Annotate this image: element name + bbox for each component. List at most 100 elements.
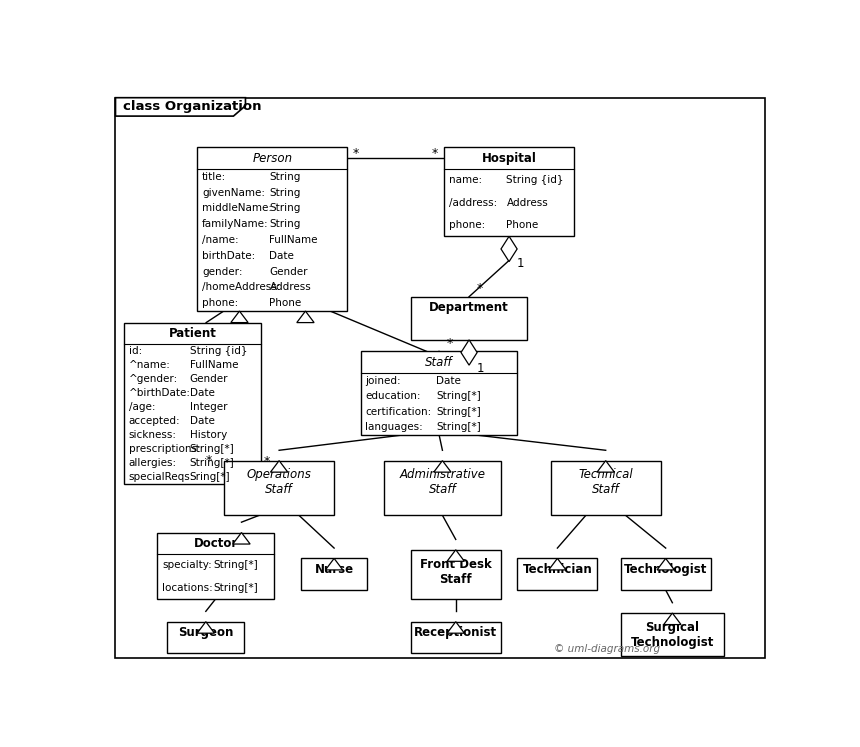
Text: ^birthDate:: ^birthDate: — [129, 388, 191, 398]
Text: Front Desk
Staff: Front Desk Staff — [420, 558, 492, 586]
Bar — [444, 147, 574, 236]
Text: allergies:: allergies: — [129, 458, 177, 468]
Text: Receptionist: Receptionist — [415, 626, 497, 639]
Text: Phone: Phone — [269, 298, 302, 309]
Text: ^name:: ^name: — [129, 360, 170, 371]
Text: String[*]: String[*] — [190, 444, 235, 454]
Bar — [168, 622, 244, 654]
Text: accepted:: accepted: — [129, 416, 181, 426]
Text: ^gender:: ^gender: — [129, 374, 178, 384]
Text: *: * — [353, 147, 359, 160]
Text: String[*]: String[*] — [436, 422, 481, 432]
Text: String[*]: String[*] — [213, 560, 258, 571]
Polygon shape — [197, 622, 214, 633]
Text: familyName:: familyName: — [202, 220, 269, 229]
Polygon shape — [115, 98, 245, 116]
Text: 1: 1 — [517, 258, 525, 270]
Text: /homeAddress:: /homeAddress: — [202, 282, 280, 292]
Text: Administrative
Staff: Administrative Staff — [399, 468, 485, 497]
Text: class Organization: class Organization — [124, 100, 262, 114]
Text: Staff: Staff — [426, 356, 453, 369]
Text: birthDate:: birthDate: — [202, 251, 255, 261]
Text: certification:: certification: — [366, 406, 432, 417]
Text: String[*]: String[*] — [436, 406, 481, 417]
Bar — [224, 461, 334, 515]
Text: String[*]: String[*] — [436, 391, 481, 401]
Bar — [157, 533, 274, 598]
Polygon shape — [433, 461, 452, 472]
Polygon shape — [230, 311, 249, 323]
Text: locations:: locations: — [163, 583, 213, 592]
Text: String {id}: String {id} — [507, 176, 564, 185]
Text: Integer: Integer — [190, 402, 227, 412]
Text: gender:: gender: — [202, 267, 243, 276]
Text: education:: education: — [366, 391, 421, 401]
Text: Technologist: Technologist — [624, 562, 708, 576]
Polygon shape — [657, 559, 674, 570]
Text: title:: title: — [202, 172, 226, 182]
Text: Doctor: Doctor — [194, 537, 238, 550]
Text: Phone: Phone — [507, 220, 538, 230]
Bar — [301, 559, 367, 590]
Text: givenName:: givenName: — [202, 187, 265, 198]
Text: Hospital: Hospital — [482, 152, 537, 164]
Bar — [411, 622, 501, 654]
Text: FullName: FullName — [190, 360, 238, 371]
Text: Sring[*]: Sring[*] — [190, 471, 230, 482]
Text: prescriptions:: prescriptions: — [129, 444, 200, 454]
Polygon shape — [297, 311, 314, 323]
Text: Address: Address — [269, 282, 311, 292]
Text: String: String — [269, 220, 301, 229]
Text: Technical
Staff: Technical Staff — [579, 468, 633, 497]
Text: String: String — [269, 203, 301, 214]
Text: String {id}: String {id} — [190, 347, 247, 356]
Text: Person: Person — [252, 152, 292, 164]
Text: id:: id: — [129, 347, 142, 356]
Polygon shape — [501, 236, 517, 261]
Text: String: String — [269, 172, 301, 182]
Text: specialReqs:: specialReqs: — [129, 471, 194, 482]
Text: String[*]: String[*] — [190, 458, 235, 468]
Text: *: * — [432, 147, 439, 160]
Bar — [198, 147, 347, 311]
Text: phone:: phone: — [202, 298, 238, 309]
Text: 1: 1 — [477, 362, 484, 375]
Polygon shape — [447, 622, 464, 633]
Bar — [361, 351, 518, 435]
Text: Technician: Technician — [523, 562, 593, 576]
Text: joined:: joined: — [366, 376, 401, 386]
Text: String[*]: String[*] — [213, 583, 258, 592]
Bar — [124, 323, 261, 483]
Text: /address:: /address: — [449, 198, 497, 208]
Text: Department: Department — [429, 301, 509, 314]
Polygon shape — [325, 559, 343, 570]
Text: sickness:: sickness: — [129, 430, 177, 440]
Polygon shape — [233, 533, 250, 544]
Text: *: * — [447, 337, 453, 350]
Text: phone:: phone: — [449, 220, 485, 230]
Polygon shape — [447, 550, 464, 561]
Polygon shape — [597, 461, 614, 472]
Text: Operations
Staff: Operations Staff — [247, 468, 311, 497]
Text: Date: Date — [190, 416, 215, 426]
Polygon shape — [270, 461, 288, 472]
Text: © uml-diagrams.org: © uml-diagrams.org — [554, 644, 660, 654]
Polygon shape — [461, 340, 477, 365]
Text: Date: Date — [190, 388, 215, 398]
Text: Address: Address — [507, 198, 548, 208]
Bar — [518, 559, 598, 590]
Text: name:: name: — [449, 176, 482, 185]
Bar — [411, 550, 501, 598]
Text: Date: Date — [436, 376, 461, 386]
Polygon shape — [549, 559, 566, 570]
Bar — [384, 461, 501, 515]
Bar — [411, 297, 527, 340]
Text: languages:: languages: — [366, 422, 423, 432]
Text: *: * — [264, 455, 270, 468]
Text: History: History — [190, 430, 227, 440]
Text: Patient: Patient — [169, 327, 217, 340]
Text: Gender: Gender — [269, 267, 308, 276]
Bar — [550, 461, 660, 515]
Text: Gender: Gender — [190, 374, 228, 384]
Text: Surgeon: Surgeon — [178, 626, 234, 639]
